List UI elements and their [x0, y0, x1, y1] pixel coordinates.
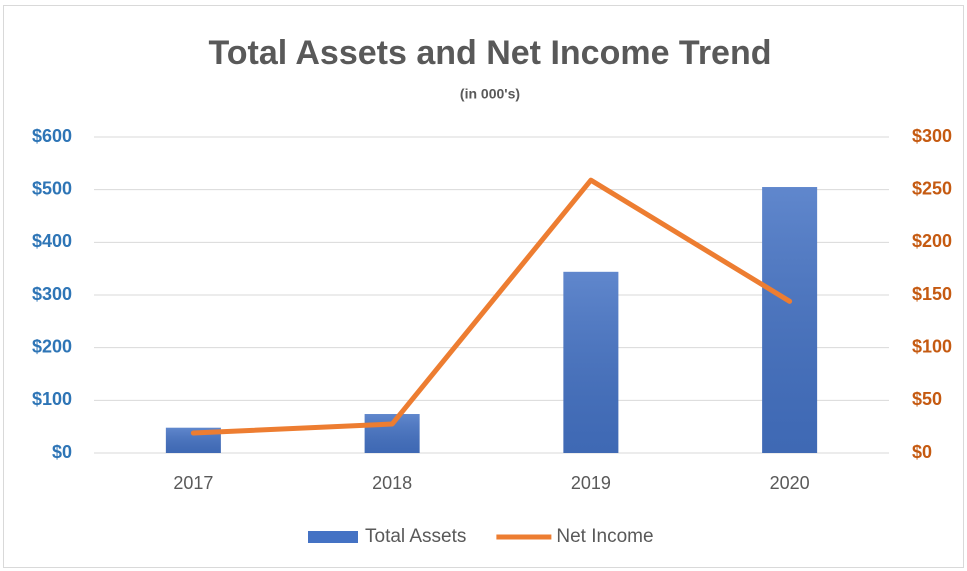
bar-shade: [563, 271, 619, 453]
x-tick-label: 2017: [173, 473, 213, 493]
y2-tick-label: $50: [912, 389, 942, 409]
legend-label: Net Income: [556, 526, 653, 547]
y-tick-label: $100: [32, 389, 72, 409]
legend-swatch: [308, 531, 358, 543]
chart-subtitle: (in 000's): [460, 86, 520, 102]
x-tick-label: 2020: [770, 473, 810, 493]
y-tick-label: $400: [32, 231, 72, 251]
y2-tick-label: $250: [912, 178, 952, 198]
y-tick-label: $300: [32, 284, 72, 304]
x-tick-label: 2018: [372, 473, 412, 493]
line: [190, 177, 793, 436]
y2-tick-label: $150: [912, 284, 952, 304]
bar-shade: [364, 414, 420, 453]
y2-tick-label: $100: [912, 336, 952, 356]
y-tick-label: $500: [32, 178, 72, 198]
y-tick-label: $200: [32, 336, 72, 356]
y-tick-label: $0: [52, 442, 72, 462]
y-tick-label: $600: [32, 126, 72, 146]
x-tick-label: 2019: [571, 473, 611, 493]
legend-label: Total Assets: [365, 526, 466, 547]
y2-tick-label: $300: [912, 126, 952, 146]
bar-shade: [762, 187, 818, 454]
y2-tick-label: $200: [912, 231, 952, 251]
chart-title: Total Assets and Net Income Trend: [208, 34, 771, 72]
y2-tick-label: $0: [912, 442, 932, 462]
